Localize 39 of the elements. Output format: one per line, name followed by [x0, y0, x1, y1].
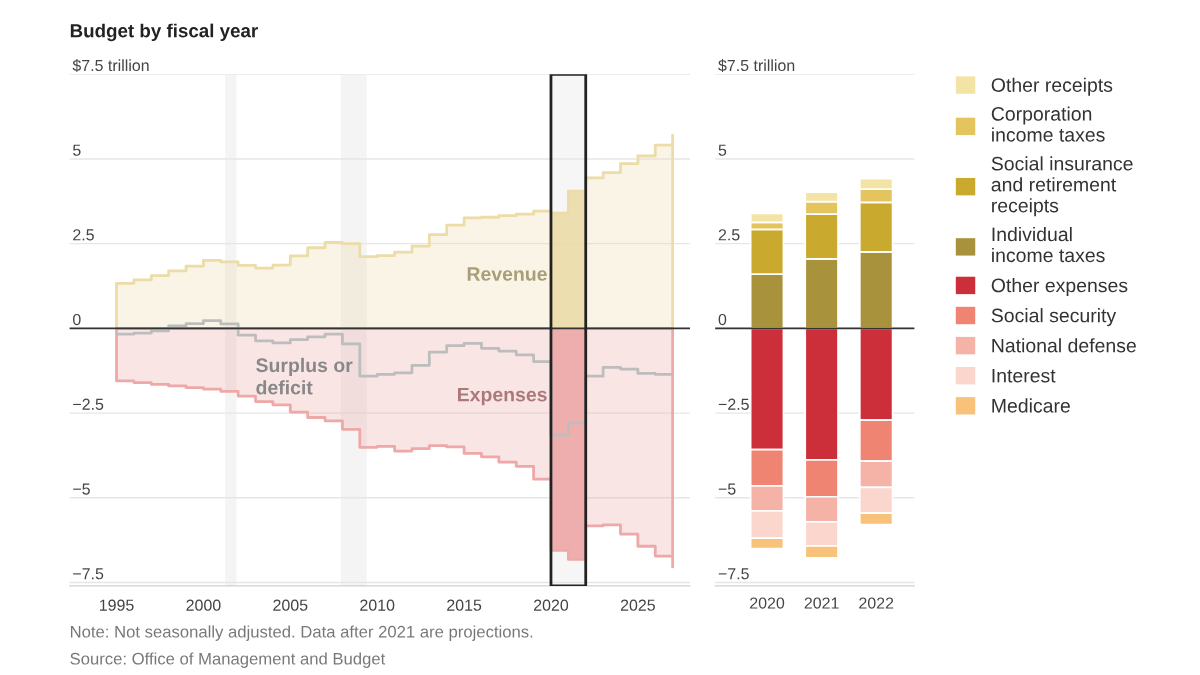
legend-label: Social insurance and retirement receipts [991, 156, 1133, 217]
source-note: Source: Office of Management and Budget [70, 652, 386, 668]
legend-label: Individual income taxes [992, 226, 1105, 263]
series-label: Expenses [458, 387, 547, 406]
y-tick-label: 2.5 [73, 229, 94, 241]
y-tick-label: 5 [718, 144, 727, 156]
legend-label: Interest [992, 368, 1056, 383]
legend-label: Other expenses [991, 278, 1128, 297]
y-tick-label: 2.5 [718, 229, 740, 241]
y-tick-label: 0 [718, 313, 727, 326]
x-tick-label: 2005 [273, 599, 308, 611]
x-tick-label: 1995 [99, 599, 134, 611]
y-tick-label: −5 [73, 483, 90, 495]
x-tick-label: 2020 [534, 599, 569, 611]
series-label: Revenue [467, 267, 547, 281]
x-tick-label: 2000 [186, 599, 221, 611]
legend-label: Corporation income taxes [991, 106, 1105, 142]
y-tick-label: $7.5 trillion [72, 59, 149, 73]
legend-label: Medicare [992, 398, 1070, 413]
x-tick-label: 2025 [620, 599, 655, 611]
y-tick-label: $7.5 trillion [718, 59, 795, 73]
x-tick-label: 2020 [750, 597, 785, 609]
y-tick-label: −2.5 [73, 398, 104, 410]
chart-title: Budget by fiscal year [70, 23, 258, 42]
y-tick-label: 5 [73, 144, 81, 156]
y-tick-label: 0 [73, 313, 81, 326]
y-tick-label: −7.5 [73, 568, 104, 580]
legend-label: National defense [992, 338, 1136, 353]
legend-label: Social security [991, 308, 1117, 327]
text: Note: Not seasonally adjusted. Data after 2021 are projections. [70, 625, 533, 641]
x-tick-label: 2022 [859, 597, 894, 609]
y-tick-label: −2.5 [718, 398, 749, 410]
y-tick-label: −7.5 [718, 568, 749, 580]
legend-label: Other receipts [991, 77, 1113, 96]
y-tick-label: −5 [718, 483, 736, 495]
x-tick-label: 2021 [804, 597, 839, 609]
x-tick-label: 2015 [447, 599, 482, 611]
x-tick-label: 2010 [360, 599, 395, 611]
series-label: Surplus or deficit [256, 357, 353, 395]
